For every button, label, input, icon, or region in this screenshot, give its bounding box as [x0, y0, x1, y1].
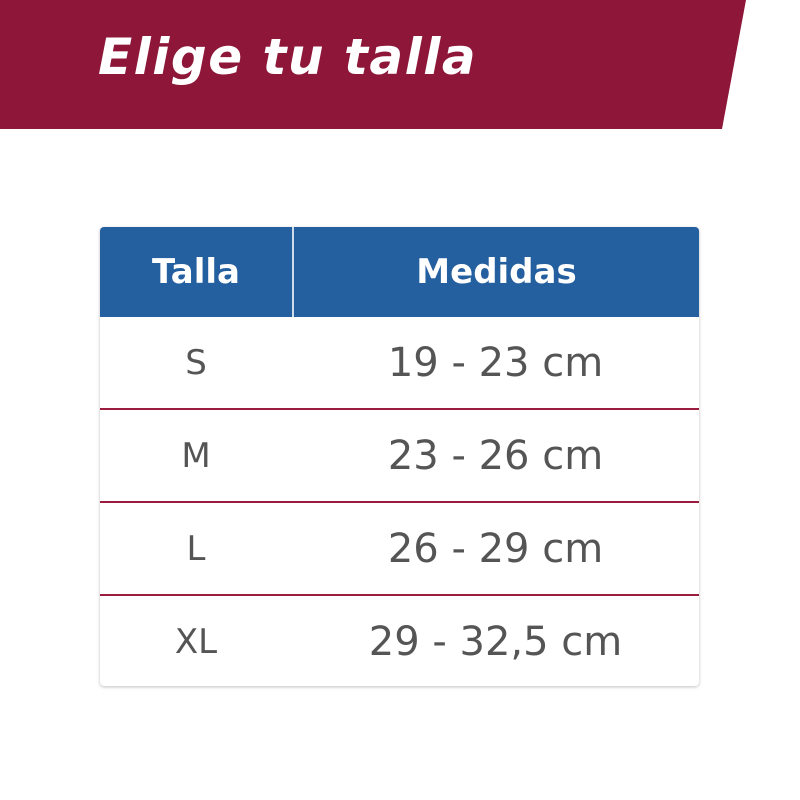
- table-row: XL 29 - 32,5 cm: [100, 596, 699, 686]
- measure-cell: 26 - 29 cm: [387, 525, 604, 572]
- size-table: Talla Medidas S 19 - 23 cm M 23 - 26 cm …: [100, 227, 699, 686]
- column-header-measures: Medidas: [416, 252, 577, 292]
- table-row: S 19 - 23 cm: [100, 317, 699, 410]
- table-row: M 23 - 26 cm: [100, 410, 699, 503]
- size-cell: XL: [174, 621, 218, 662]
- size-cell: L: [186, 528, 206, 569]
- table-row: L 26 - 29 cm: [100, 503, 699, 596]
- measure-cell: 23 - 26 cm: [387, 432, 604, 479]
- page-title: Elige tu talla: [98, 28, 478, 86]
- size-cell: M: [181, 435, 211, 476]
- size-cell: S: [185, 342, 207, 383]
- column-header-size: Talla: [100, 227, 294, 317]
- table-header: Talla Medidas: [100, 227, 699, 317]
- measure-cell: 29 - 32,5 cm: [368, 618, 623, 665]
- measure-cell: 19 - 23 cm: [387, 339, 604, 386]
- title-banner: [0, 0, 746, 129]
